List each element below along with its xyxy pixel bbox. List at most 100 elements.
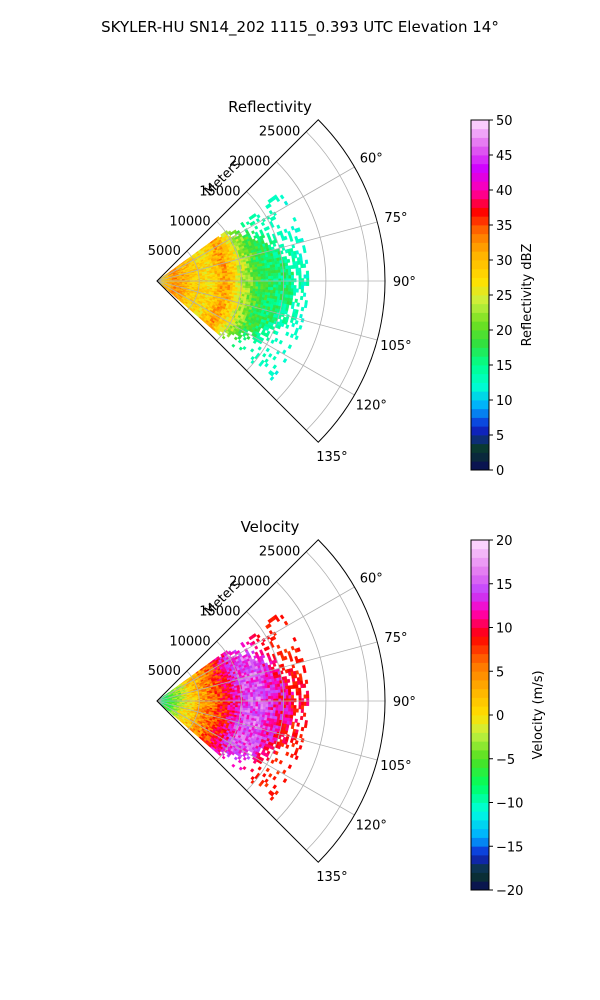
radar-gate	[272, 269, 277, 274]
radar-gate	[245, 221, 250, 226]
radar-gate	[294, 320, 299, 325]
figure-title: SKYLER-HU SN14_202 1115_0.393 UTC Elevat…	[101, 18, 499, 37]
radar-gate	[252, 694, 256, 698]
radar-gate	[237, 281, 241, 284]
radar-gate	[242, 283, 246, 287]
radar-gate	[275, 272, 279, 277]
radar-gate	[278, 284, 282, 289]
radar-gate	[306, 278, 310, 283]
radar-gate	[231, 343, 236, 348]
radar-gate	[283, 256, 288, 261]
radar-gate	[247, 269, 251, 273]
azimuth-tick-label: 60°	[360, 151, 383, 166]
radar-gate	[255, 276, 259, 280]
radar-gate	[285, 287, 289, 292]
radar-gate	[257, 271, 261, 275]
radar-gate	[272, 364, 278, 370]
colorbar-segment	[471, 461, 489, 471]
colorbar-segment	[471, 408, 489, 418]
radar-gate	[245, 692, 249, 696]
radar-gate	[217, 278, 221, 281]
radar-gate	[251, 230, 255, 235]
radar-gate	[298, 274, 302, 279]
radar-gate	[260, 284, 264, 288]
colorbar-segment	[471, 365, 489, 375]
radar-gate	[268, 353, 273, 358]
radar-gate	[301, 278, 305, 283]
radar-gate	[232, 701, 236, 704]
radar-gate	[250, 276, 254, 280]
radar-gate	[238, 346, 243, 351]
radar-gate	[245, 696, 249, 700]
radar-gate	[298, 271, 302, 276]
radar-gate	[295, 264, 299, 269]
radar-gate	[278, 278, 282, 283]
colorbar-segment	[471, 321, 489, 331]
radar-gate	[302, 245, 306, 250]
colorbar-segment	[471, 198, 489, 208]
colorbar-segment	[471, 242, 489, 252]
radar-gate	[245, 276, 249, 280]
radar-gate	[252, 706, 256, 710]
radar-gate	[284, 262, 289, 267]
azimuth-tick-label: 135°	[316, 450, 347, 465]
radar-gate	[257, 286, 261, 290]
colorbar-segment	[471, 330, 489, 340]
radar-gate	[230, 275, 234, 279]
radar-gate	[257, 268, 261, 273]
radar-gate	[282, 358, 288, 364]
radar-gate	[289, 294, 294, 299]
radar-gate	[298, 285, 302, 290]
colorbar-segment	[471, 356, 489, 366]
radar-gate	[232, 697, 236, 700]
radar-gate	[242, 694, 246, 698]
radar-gate	[252, 281, 257, 285]
colorbar-segment	[471, 172, 489, 182]
radar-gate	[270, 270, 274, 274]
range-tick-label: 5000	[148, 244, 181, 259]
radar-gate	[255, 703, 259, 707]
radar-gate	[302, 263, 307, 268]
radar-gate	[247, 703, 251, 707]
radar-gate	[255, 283, 259, 287]
radar-gate	[250, 272, 254, 276]
radar-gate	[285, 281, 289, 286]
radar-gate	[290, 284, 294, 289]
colorbar-segment	[471, 128, 489, 138]
radar-gate	[290, 271, 294, 276]
radar-gate	[212, 701, 216, 703]
radar-gate	[254, 269, 259, 273]
radar-gate	[233, 336, 238, 341]
radar-gate	[230, 277, 234, 280]
radar-gate	[242, 277, 246, 280]
colorbar-segment	[471, 163, 489, 173]
radar-gate	[240, 701, 244, 704]
colorbar-segment	[471, 225, 489, 235]
radar-gate	[235, 695, 239, 698]
radar-gate	[255, 701, 259, 705]
radar-gate	[222, 701, 226, 704]
colorbar-segment	[471, 382, 489, 392]
radar-gate	[289, 333, 295, 339]
radar-gate	[252, 708, 256, 712]
radar-gate	[298, 324, 303, 330]
radar-gate	[302, 292, 307, 297]
radar-gate	[268, 209, 274, 215]
panel-title: Reflectivity	[228, 98, 312, 116]
radar-gate	[235, 703, 239, 706]
radar-gate	[304, 259, 309, 265]
radar-gate	[273, 281, 277, 285]
radar-gate	[232, 281, 236, 284]
radar-gate	[260, 273, 264, 277]
radar-gate	[256, 214, 261, 219]
radar-gate	[247, 274, 251, 278]
radar-gate	[265, 276, 269, 280]
radar-gate	[293, 254, 298, 259]
colorbar-segment	[471, 146, 489, 156]
radar-gate	[255, 691, 259, 695]
reflectivity-panel: Reflectivity50001000015000200002500060°7…	[148, 98, 535, 479]
range-tick-label: 10000	[169, 214, 210, 229]
radar-gate	[267, 273, 272, 277]
radar-gate	[303, 274, 307, 279]
radar-gate	[247, 272, 251, 276]
